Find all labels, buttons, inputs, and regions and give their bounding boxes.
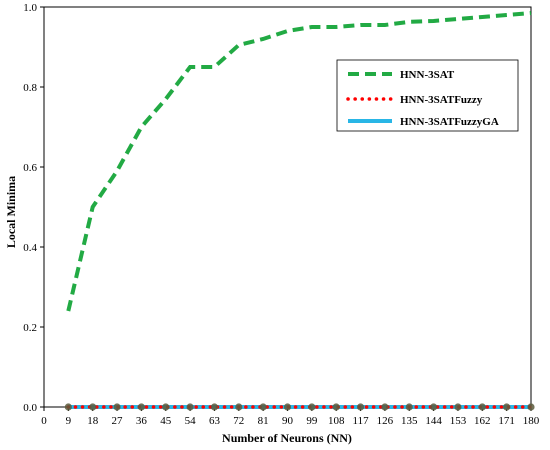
legend-label: HNN-3SATFuzzyGA bbox=[400, 116, 499, 128]
x-tick-label: 63 bbox=[209, 415, 221, 427]
y-tick-label: 0.0 bbox=[23, 402, 37, 414]
data-point-marker bbox=[332, 403, 340, 411]
data-point-marker bbox=[503, 403, 511, 411]
y-tick-label: 0.2 bbox=[23, 322, 37, 334]
data-point-marker bbox=[356, 403, 365, 411]
x-tick-label: 27 bbox=[112, 415, 124, 427]
x-tick-label: 117 bbox=[353, 415, 370, 427]
x-tick-label: 153 bbox=[450, 415, 467, 427]
x-axis-title: Number of Neurons (NN) bbox=[222, 431, 352, 445]
x-tick-label: 171 bbox=[498, 415, 515, 427]
data-point-marker bbox=[308, 403, 316, 411]
data-point-marker bbox=[454, 403, 462, 411]
data-point-marker bbox=[430, 403, 438, 411]
x-tick-label: 135 bbox=[401, 415, 418, 427]
legend: HNN-3SAT HNN-3SATFuzzy HNN-3SATFuzzyGA bbox=[336, 59, 519, 132]
data-point-marker bbox=[89, 403, 97, 411]
x-tick-label: 99 bbox=[306, 415, 318, 427]
data-point-marker bbox=[283, 403, 292, 411]
x-tick-label: 126 bbox=[377, 415, 394, 427]
legend-label: HNN-3SATFuzzy bbox=[400, 94, 483, 106]
data-point-marker bbox=[235, 403, 243, 411]
y-tick-label: 0.6 bbox=[23, 162, 37, 174]
y-tick-label: 1.0 bbox=[23, 2, 37, 14]
y-tick-label: 0.8 bbox=[23, 82, 37, 94]
x-tick-label: 45 bbox=[160, 415, 172, 427]
x-tick-label: 54 bbox=[185, 415, 197, 427]
series-lines bbox=[66, 11, 533, 409]
legend-label: HNN-3SAT bbox=[400, 69, 455, 81]
x-tick-label: 0 bbox=[41, 415, 47, 427]
data-point-marker bbox=[478, 403, 486, 411]
legend-items: HNN-3SAT HNN-3SATFuzzy HNN-3SATFuzzyGA bbox=[346, 69, 499, 128]
x-tick-label: 162 bbox=[474, 415, 491, 427]
data-point-marker bbox=[137, 403, 145, 411]
x-tick-label: 144 bbox=[425, 415, 442, 427]
data-point-marker bbox=[405, 403, 413, 411]
x-axis-ticks: 0 9 18 27 36 45 54 63 72 81 90 99 108 117 126 135 144 153… bbox=[41, 407, 540, 427]
x-tick-label: 72 bbox=[233, 415, 244, 427]
x-tick-label: 18 bbox=[87, 415, 99, 427]
x-tick-label: 36 bbox=[136, 415, 148, 427]
data-point-marker bbox=[381, 403, 389, 411]
x-tick-label: 9 bbox=[66, 415, 72, 427]
data-point-marker bbox=[64, 403, 72, 411]
data-point-marker bbox=[162, 403, 170, 411]
data-point-marker bbox=[113, 403, 121, 411]
data-point-marker bbox=[259, 403, 267, 411]
series-markers bbox=[64, 403, 535, 411]
x-tick-label: 108 bbox=[328, 415, 345, 427]
x-tick-label: 90 bbox=[282, 415, 294, 427]
data-point-marker bbox=[186, 403, 194, 411]
x-tick-label: 180 bbox=[523, 415, 540, 427]
y-axis-title: Local Minima bbox=[4, 176, 18, 248]
data-point-marker bbox=[210, 403, 219, 411]
y-axis-ticks: 0.0 0.2 0.4 0.6 0.8 1.0 bbox=[23, 2, 44, 414]
data-point-marker bbox=[527, 403, 535, 411]
x-tick-label: 81 bbox=[258, 415, 269, 427]
y-tick-label: 0.4 bbox=[23, 242, 37, 254]
series-line-hnn-3sat bbox=[66, 11, 532, 312]
